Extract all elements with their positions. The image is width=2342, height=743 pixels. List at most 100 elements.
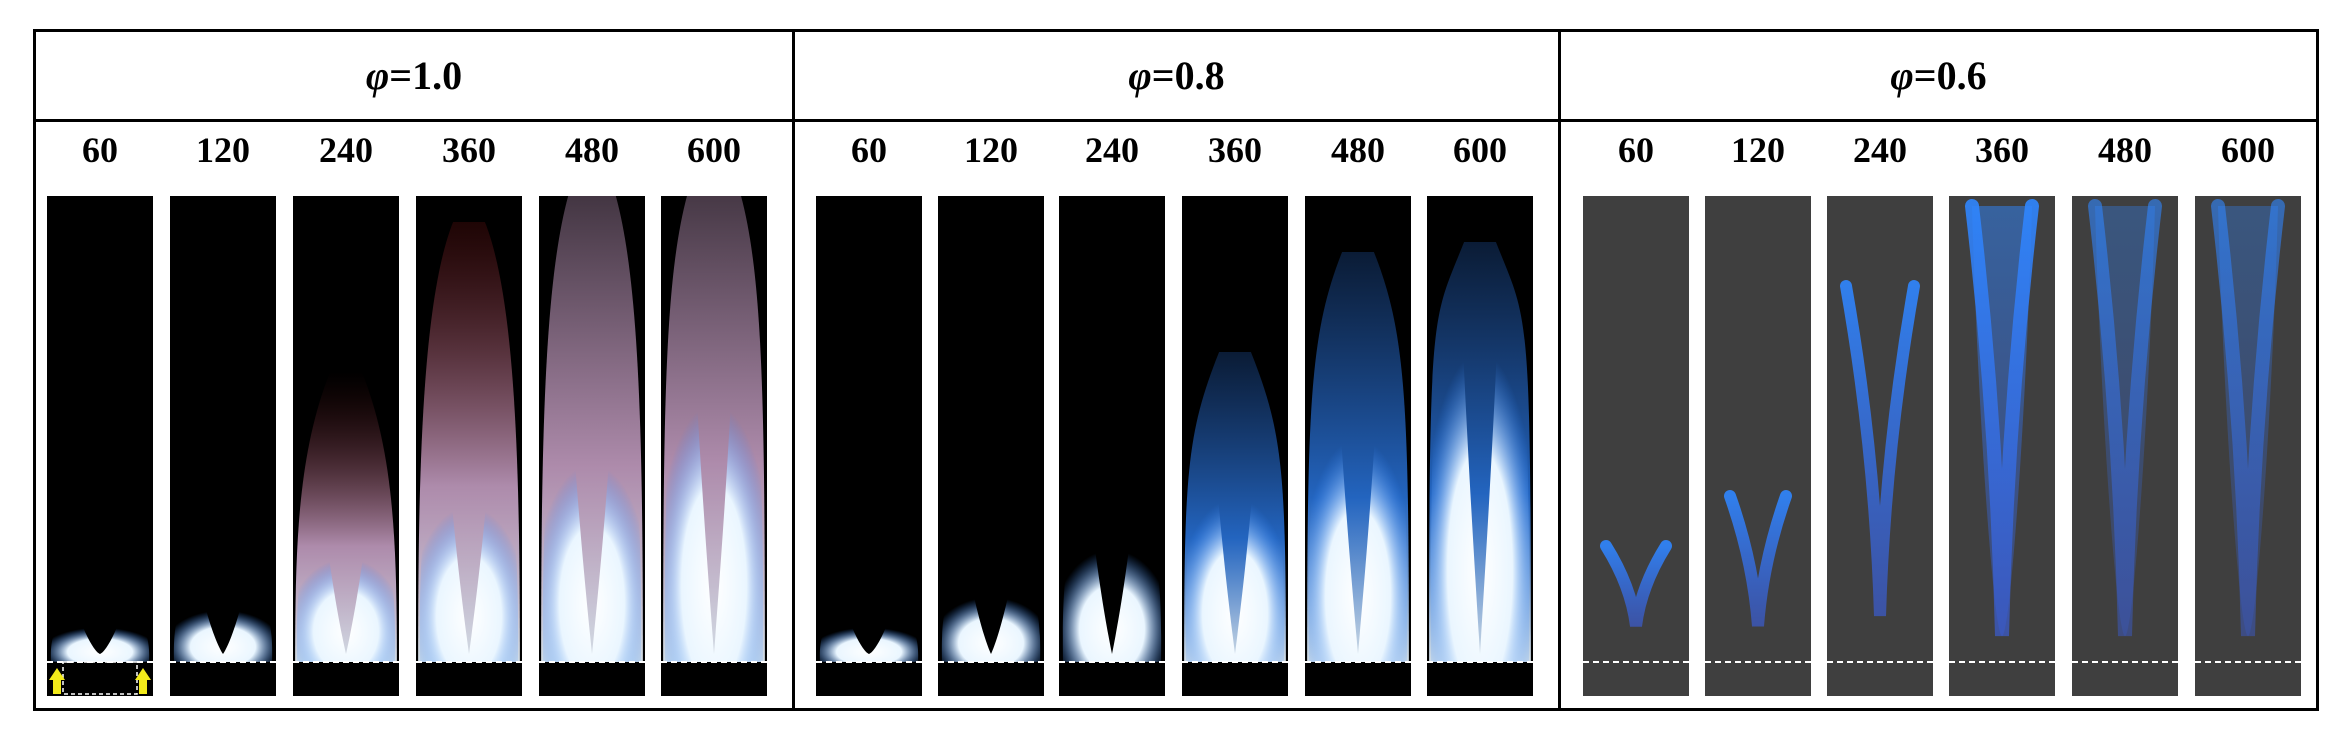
phi-symbol: φ	[365, 53, 390, 98]
flame-front	[1724, 490, 1792, 627]
burner-region	[1583, 662, 1689, 696]
flame-image	[1949, 196, 2055, 696]
flame-image	[170, 196, 276, 696]
flame-core	[1062, 530, 1162, 662]
flame-photo	[47, 196, 153, 696]
flame-core	[941, 586, 1041, 662]
column-label: 60	[1618, 130, 1654, 170]
up-arrow-icon	[135, 668, 151, 694]
column-label: 240	[1085, 130, 1139, 170]
phi-value: =0.8	[1151, 53, 1225, 98]
column-label: 480	[565, 130, 619, 170]
burner-region	[293, 662, 399, 696]
flame-core	[664, 358, 764, 662]
flame-photo	[1949, 196, 2055, 696]
phi-value: =1.0	[389, 53, 463, 98]
flame-image	[539, 196, 645, 696]
group-header-phi-0-6: φ=0.6	[1561, 32, 2316, 119]
column-label: 480	[1331, 130, 1385, 170]
flame-image	[661, 196, 767, 696]
flame-photo	[1583, 196, 1689, 696]
burner-region	[47, 662, 153, 696]
flame-core	[419, 479, 519, 662]
flame-image	[816, 196, 922, 696]
column-label: 600	[687, 130, 741, 170]
flame-photo	[938, 196, 1044, 696]
phi-value: =0.6	[1913, 53, 1987, 98]
flame-photo	[816, 196, 922, 696]
flame-image	[416, 196, 522, 696]
flame-photo	[539, 196, 645, 696]
column-label: 60	[82, 130, 118, 170]
column-label: 120	[196, 130, 250, 170]
flame-image	[1427, 196, 1533, 696]
phi-symbol: φ	[1128, 53, 1152, 98]
group-header-phi-0-8: φ=0.8	[795, 32, 1558, 119]
flame-core	[1308, 398, 1408, 662]
up-arrow-icon	[49, 668, 65, 694]
photo-background	[47, 196, 153, 696]
figure-frame: φ=1.0 φ=0.8 φ=0.6	[33, 29, 2319, 711]
flame-image	[1305, 196, 1411, 696]
column-label: 600	[1453, 130, 1507, 170]
group-divider-2	[1558, 32, 1561, 708]
burner-region	[1059, 662, 1165, 696]
column-label: 360	[1975, 130, 2029, 170]
column-label: 120	[1731, 130, 1785, 170]
column-label: 240	[319, 130, 373, 170]
flame-front	[2088, 199, 2162, 637]
flame-image	[2072, 196, 2178, 696]
column-label: 120	[964, 130, 1018, 170]
burner-region	[1949, 662, 2055, 696]
flame-photo	[2072, 196, 2178, 696]
burner-region	[1705, 662, 1811, 696]
flame-image	[47, 196, 153, 696]
column-label: 240	[1853, 130, 1907, 170]
flame-image	[1583, 196, 1689, 696]
flame-core	[542, 429, 642, 662]
burner-region	[938, 662, 1044, 696]
flame-photo	[1705, 196, 1811, 696]
flame-photo	[293, 196, 399, 696]
flame-image	[1827, 196, 1933, 696]
flame-image	[1705, 196, 1811, 696]
burner-region	[170, 662, 276, 696]
flame-image	[1059, 196, 1165, 696]
column-label: 360	[1208, 130, 1262, 170]
burner-region	[661, 662, 767, 696]
flame-core	[173, 601, 273, 662]
burner-region	[416, 662, 522, 696]
burner-region	[539, 662, 645, 696]
flame-core	[50, 621, 150, 662]
burner-region	[1305, 662, 1411, 696]
flame-photo	[1059, 196, 1165, 696]
flame-image	[1182, 196, 1288, 696]
header-divider	[36, 119, 2316, 122]
flame-image	[2195, 196, 2301, 696]
burner-region	[1827, 662, 1933, 696]
photo-background	[816, 196, 922, 696]
group-divider-1	[792, 32, 795, 708]
flame-core	[819, 621, 919, 662]
column-label: 60	[851, 130, 887, 170]
flame-photo	[1305, 196, 1411, 696]
column-label: 600	[2221, 130, 2275, 170]
flame-image	[938, 196, 1044, 696]
burner-region	[2195, 662, 2301, 696]
photo-background	[1827, 196, 1933, 696]
flame-core	[296, 540, 396, 662]
flame-photo	[2195, 196, 2301, 696]
flame-photo	[1827, 196, 1933, 696]
burner-region	[816, 662, 922, 696]
burner-region	[1427, 662, 1533, 696]
flame-front	[1840, 280, 1920, 617]
flame-photo	[661, 196, 767, 696]
group-header-phi-1-0: φ=1.0	[36, 32, 792, 119]
flame-photo	[1427, 196, 1533, 696]
flame-core	[1430, 297, 1530, 662]
flame-image	[293, 196, 399, 696]
burner-region	[1182, 662, 1288, 696]
column-label: 360	[442, 130, 496, 170]
column-label: 480	[2098, 130, 2152, 170]
burner-region	[2072, 662, 2178, 696]
